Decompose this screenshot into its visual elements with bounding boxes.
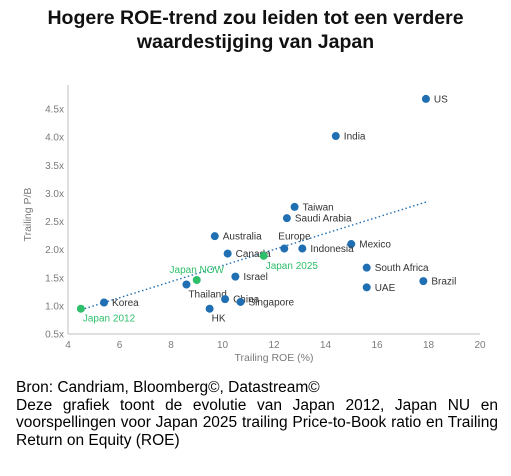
x-axis-label: Trailing ROE (%) [235, 352, 314, 364]
point-label-indonesia: Indonesia [310, 244, 354, 255]
point-taiwan [290, 202, 299, 211]
y-tick-label: 4.5x [45, 105, 64, 116]
y-tick-label: 1.5x [45, 273, 64, 284]
point-label-korea: Korea [112, 298, 139, 309]
y-axis-label: Trailing P/B [22, 188, 34, 242]
point-japan-2012 [76, 304, 85, 313]
point-label-singapore: Singapore [249, 297, 295, 308]
y-tick-label: 0.5x [45, 330, 64, 341]
point-label-japan-2012: Japan 2012 [83, 314, 136, 325]
point-label-uae: UAE [375, 283, 396, 294]
x-tick-label: 10 [217, 340, 229, 351]
x-tick-label: 8 [168, 340, 174, 351]
point-label-europe: Europe [278, 232, 311, 243]
point-japan-2025 [259, 251, 268, 260]
scatter-chart: 4 6 8 10 12 14 16 18 20 0.5x 1.0x 1.5x 2.0x 2.5x 3.0x 3… [22, 85, 486, 364]
y-tick-label: 4.0x [45, 133, 64, 144]
point-label-taiwan: Taiwan [303, 202, 334, 213]
chart-title-line-2: waardestijging van Japan [136, 31, 375, 53]
point-australia [210, 232, 219, 241]
point-label-china: China [233, 295, 260, 306]
y-tick-label: 1.0x [45, 301, 64, 312]
point-thailand [182, 280, 191, 289]
point-europe [280, 244, 289, 253]
point-singapore [236, 297, 245, 306]
point-label-japan-now: Japan NOW [170, 265, 225, 276]
point-us [421, 94, 430, 103]
y-tick-label: 2.5x [45, 217, 64, 228]
point-label-saudi-arabia: Saudi Arabia [295, 214, 352, 225]
point-label-mexico: Mexico [359, 240, 391, 251]
point-india [331, 132, 340, 141]
point-hk [205, 304, 214, 313]
y-tick-label: 3.5x [45, 161, 64, 172]
point-label-canada: Canada [236, 249, 271, 260]
point-label-thailand: Thailand [188, 290, 226, 301]
point-indonesia [298, 244, 307, 253]
point-mexico [347, 240, 356, 249]
y-tick-label: 3.0x [45, 189, 64, 200]
point-brazil [419, 277, 428, 286]
point-israel [231, 272, 240, 281]
chart-title: Hogere ROE-trend zou leiden tot een verd… [0, 6, 511, 54]
point-label-australia: Australia [223, 232, 262, 243]
x-tick-label: 20 [474, 340, 486, 351]
y-tick-label: 2.0x [45, 245, 64, 256]
point-label-japan-2025: Japan 2025 [266, 261, 319, 272]
x-tick-label: 6 [117, 340, 123, 351]
source-note: Bron: Candriam, Bloomberg©, Datastream© [16, 379, 320, 396]
point-label-india: India [344, 132, 366, 143]
point-label-israel: Israel [243, 272, 267, 283]
point-japan-now [192, 276, 201, 285]
point-label-us: US [434, 94, 448, 105]
point-china [221, 295, 230, 304]
point-saudi-arabia [282, 214, 291, 223]
x-tick-label: 18 [423, 340, 435, 351]
point-canada [223, 249, 232, 258]
chart-axes: 4 6 8 10 12 14 16 18 20 0.5x 1.0x 1.5x 2.0x 2.5x 3.0x 3… [45, 85, 486, 351]
point-korea [100, 298, 109, 307]
point-south-africa [362, 263, 371, 272]
point-label-brazil: Brazil [431, 277, 456, 288]
chart-notes: Bron: Candriam, Bloomberg©, Datastream© … [16, 379, 498, 449]
x-tick-label: 14 [320, 340, 332, 351]
trendline [80, 200, 429, 311]
chart-title-line-1: Hogere ROE-trend zou leiden tot een verd… [47, 7, 464, 29]
x-tick-label: 4 [65, 340, 71, 351]
trendline-group [80, 200, 429, 311]
chart-description: Deze grafiek toont de evolutie van Japan… [16, 396, 498, 449]
point-label-south-africa: South Africa [375, 263, 429, 274]
x-tick-label: 12 [268, 340, 280, 351]
point-uae [362, 283, 371, 292]
x-tick-label: 16 [371, 340, 383, 351]
point-label-hk: HK [212, 314, 226, 325]
